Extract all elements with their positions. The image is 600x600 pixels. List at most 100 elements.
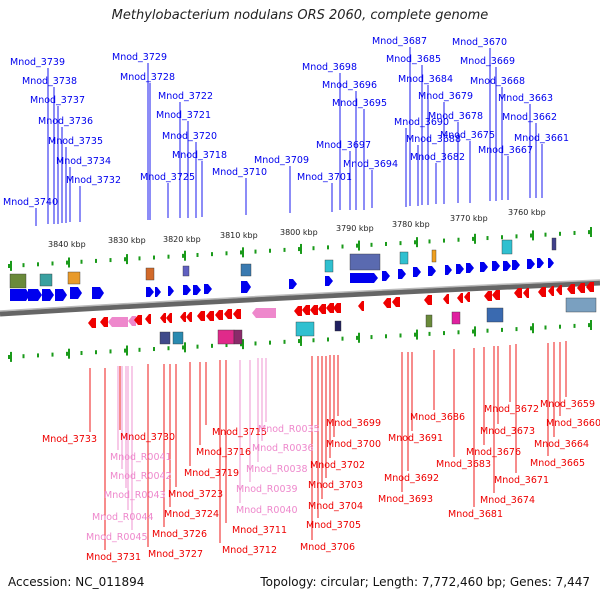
ruler-tick-bottom: [443, 331, 445, 336]
ruler-tick-bottom: [457, 330, 460, 335]
top-gene-label: Mnod_3732: [66, 175, 121, 186]
bottom-gene-label: Mnod_3703: [308, 480, 363, 491]
ruler-tick-top: [182, 253, 184, 258]
map-title: Methylobacterium nodulans ORS 2060, comp…: [111, 8, 489, 23]
bottom-gene-label: Mnod_R0041: [110, 452, 172, 463]
top-gene-label: Mnod_3734: [56, 156, 111, 167]
forward-gene-arrow: [492, 261, 500, 271]
ruler-tick-bottom: [109, 349, 112, 354]
ruler-tick-top: [196, 252, 199, 257]
forward-gene-arrow: [28, 289, 42, 301]
ruler-tick-top: [428, 239, 431, 244]
top-gene-label: Mnod_3685: [386, 54, 441, 65]
forward-gene-arrow: [398, 269, 406, 279]
ruler-tick-bottom: [124, 348, 126, 353]
top-gene-label: Mnod_3720: [162, 131, 217, 142]
ruler-tick-top: [559, 231, 561, 236]
forward-gene-arrow: [527, 259, 535, 269]
bottom-gene-label: Mnod_3665: [530, 458, 585, 469]
reverse-gene-arrow: [326, 303, 334, 313]
ruler-tick-bottom: [240, 342, 242, 347]
top-gene-label: Mnod_3679: [418, 91, 473, 102]
reverse-gene-arrow: [548, 286, 554, 296]
ruler-major-tick-top: [10, 260, 12, 271]
reverse-gene-arrow: [567, 284, 575, 294]
reverse-gene-arrow: [577, 283, 585, 293]
forward-gene-arrow: [445, 265, 452, 275]
genome-diagram: 3840 kbp 3830 kbp 3820 kbp 3810 kbp 3800 kbp…: [0, 36, 600, 563]
genome-summary-text: Topology: circular; Length: 7,772,460 bp…: [260, 575, 590, 589]
top-gene-label: Mnod_3682: [410, 152, 465, 163]
ruler-tick-top: [254, 249, 257, 254]
top-gene-label: Mnod_3728: [120, 72, 175, 83]
bottom-gene-label: Mnod_3660: [546, 418, 600, 429]
top-gene-label: Mnod_3675: [440, 130, 495, 141]
bottom-gene-label: Mnod_3715: [212, 427, 267, 438]
forward-gene-arrow: [183, 285, 191, 295]
scale-tick-label: 3760 kbp: [508, 208, 546, 217]
bottom-gene-label: Mnod_3724: [164, 509, 219, 520]
top-gene-label: Mnod_3729: [112, 52, 167, 63]
ruler-major-tick-top: [358, 240, 360, 251]
forward-gene-arrow: [456, 264, 464, 274]
ruler-major-tick-top: [474, 233, 476, 244]
ruler-tick-bottom: [80, 351, 83, 356]
ruler-tick-bottom: [414, 332, 416, 337]
ruler-tick-bottom: [327, 337, 329, 342]
reverse-gene-arrow: [318, 304, 326, 314]
bottom-gene-label: Mnod_R0039: [236, 484, 298, 495]
forward-gene-arrow: [241, 281, 251, 293]
scale-tick-label: 3770 kbp: [450, 214, 488, 223]
forward-gene-arrow: [325, 276, 333, 286]
ruler-tick-bottom: [211, 343, 213, 348]
gene-feature-block: [399, 251, 409, 265]
ruler-tick-bottom: [356, 335, 358, 340]
bottom-gene-label: Mnod_3700: [326, 439, 381, 450]
reverse-gene-arrow: [358, 301, 364, 311]
gene-feature-block: [182, 265, 190, 277]
gene-feature-block: [67, 271, 81, 285]
ruler-major-tick-top: [126, 254, 128, 265]
bottom-gene-label: Mnod_3702: [310, 460, 365, 471]
gene-feature-block: [295, 321, 315, 337]
forward-gene-arrow: [382, 271, 390, 281]
top-gene-label: Mnod_3725: [140, 172, 195, 183]
top-gene-label: Mnod_3697: [316, 140, 371, 151]
gene-feature-block: [240, 263, 252, 277]
top-gene-label: Mnod_3721: [156, 110, 211, 121]
reverse-gene-arrow: [443, 294, 449, 304]
bottom-gene-label: Mnod_R0040: [236, 505, 298, 516]
reverse-gene-arrow: [197, 311, 205, 321]
bottom-gene-label: Mnod_3673: [480, 426, 535, 437]
top-gene-label: Mnod_3735: [48, 136, 103, 147]
reverse-gene-arrow: [492, 290, 500, 300]
gene-feature-block: [159, 331, 171, 345]
ruler-tick-top: [327, 245, 329, 250]
ruler-tick-bottom: [385, 334, 387, 339]
ruler-major-tick-bottom: [590, 320, 592, 330]
ruler-tick-bottom: [196, 344, 199, 349]
ruler-major-tick-top: [184, 250, 186, 261]
bottom-gene-label: Mnod_3705: [306, 520, 361, 531]
bottom-gene-label: Mnod_3704: [308, 501, 363, 512]
scale-tick-label: 3810 kbp: [220, 231, 258, 240]
top-gene-label: Mnod_3684: [398, 74, 453, 85]
reverse-gene-arrow: [186, 312, 192, 322]
bottom-gene-label: Mnod_3686: [410, 412, 465, 423]
forward-gene-arrow: [428, 266, 436, 276]
ruler-tick-bottom: [559, 324, 561, 329]
genome-backbone-highlight: [0, 279, 600, 312]
reverse-gene-arrow: [538, 287, 546, 297]
reverse-gene-arrow: [128, 316, 136, 326]
ruler-tick-bottom: [225, 343, 228, 348]
top-gene-label: Mnod_3738: [22, 76, 77, 87]
forward-gene-arrow: [480, 262, 488, 272]
top-gene-label: Mnod_3736: [38, 116, 93, 127]
ruler-tick-top: [153, 255, 155, 260]
ruler-tick-top: [341, 244, 344, 249]
gene-feature-block: [145, 267, 155, 281]
ruler-tick-top: [414, 240, 416, 245]
top-gene-label: Mnod_3740: [3, 197, 58, 208]
reverse-gene-arrow: [556, 285, 562, 295]
bottom-gene-label: Mnod_R0038: [246, 464, 308, 475]
